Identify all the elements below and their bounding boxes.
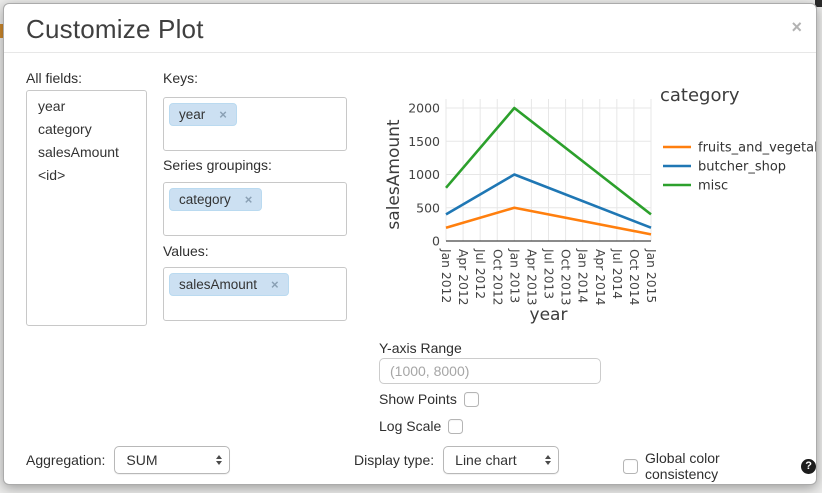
- log-scale-label: Log Scale: [379, 418, 442, 434]
- y-tick-label: 2000: [408, 101, 440, 116]
- tag-remove-icon[interactable]: ×: [219, 107, 227, 122]
- list-item[interactable]: <id>: [38, 167, 66, 183]
- x-tick-label: Jul 2014: [610, 248, 624, 299]
- legend-label-butcher_shop: butcher_shop: [698, 160, 786, 175]
- x-tick-label: Jan 2015: [644, 248, 658, 303]
- legend-title: category: [660, 85, 740, 106]
- field-tag[interactable]: year ×: [169, 103, 237, 126]
- y-tick-label: 1500: [408, 134, 440, 149]
- y-axis-range-input[interactable]: [379, 358, 601, 384]
- tag-remove-icon[interactable]: ×: [244, 192, 253, 207]
- values-label: Values:: [163, 243, 209, 259]
- dialog-title: Customize Plot: [26, 14, 204, 44]
- series-groupings-dropbox[interactable]: category ×: [163, 182, 347, 236]
- show-points-label: Show Points: [379, 391, 457, 407]
- y-tick-label: 0: [432, 234, 440, 249]
- list-item[interactable]: category: [38, 121, 92, 137]
- x-tick-label: Apr 2012: [456, 249, 470, 305]
- tag-remove-icon[interactable]: ×: [271, 277, 279, 292]
- series-groupings-label: Series groupings:: [163, 157, 272, 173]
- all-fields-listbox[interactable]: year category salesAmount <id>: [26, 90, 147, 326]
- show-points-checkbox[interactable]: [463, 391, 479, 407]
- global-color-consistency-checkbox[interactable]: [623, 458, 638, 474]
- series-line-misc: [445, 106, 652, 216]
- help-icon[interactable]: ?: [801, 458, 816, 474]
- aggregation-label: Aggregation:: [26, 452, 106, 468]
- series-line-butcher_shop: [445, 173, 652, 229]
- keys-label: Keys:: [163, 70, 199, 86]
- x-tick-label: Oct 2013: [559, 249, 573, 305]
- field-tag[interactable]: category ×: [169, 188, 263, 211]
- y-tick-label: 1000: [408, 167, 440, 182]
- y-tick-label: 500: [416, 200, 440, 215]
- aggregation-value: SUM: [126, 452, 158, 468]
- x-axis-title: year: [530, 305, 568, 325]
- list-item[interactable]: year: [38, 98, 66, 114]
- x-tick-label: Jan 2014: [576, 248, 590, 303]
- x-tick-label: Apr 2013: [524, 249, 538, 305]
- values-dropbox[interactable]: salesAmount ×: [163, 267, 347, 321]
- show-points-row: Show Points: [379, 391, 479, 407]
- aggregation-select[interactable]: SUM: [114, 446, 231, 474]
- x-tick-label: Jul 2012: [473, 248, 487, 299]
- series-line-fruits_and_vegetables: [445, 206, 652, 236]
- display-type-label: Display type:: [354, 452, 435, 468]
- all-fields-label: All fields:: [26, 70, 83, 86]
- display-type-value: Line chart: [455, 452, 517, 468]
- customize-plot-dialog: Customize Plot × All fields: year categor…: [3, 3, 817, 485]
- x-tick-label: Oct 2014: [627, 249, 641, 306]
- aggregation-group: Aggregation: SUM: [26, 446, 231, 474]
- log-scale-checkbox[interactable]: [448, 418, 464, 434]
- display-type-group: Display type: Line chart: [354, 446, 560, 474]
- x-tick-label: Jan 2013: [507, 248, 521, 303]
- log-scale-row: Log Scale: [379, 418, 464, 434]
- y-axis-title: salesAmount: [384, 119, 404, 229]
- field-tag-label: year: [179, 107, 206, 122]
- x-tick-label: Jul 2013: [542, 248, 556, 299]
- x-tick-label: Oct 2012: [490, 249, 504, 305]
- display-type-select[interactable]: Line chart: [443, 446, 560, 474]
- x-tick-label: Apr 2014: [593, 249, 607, 306]
- dialog-header: Customize Plot ×: [4, 4, 816, 53]
- backdrop-top-right: [815, 0, 822, 7]
- close-icon[interactable]: ×: [791, 17, 802, 37]
- legend-label-misc: misc: [698, 179, 728, 194]
- field-tag-label: salesAmount: [179, 277, 258, 292]
- keys-dropbox[interactable]: year ×: [163, 97, 347, 151]
- backdrop-left-accent: [0, 24, 4, 38]
- select-arrows-icon: [216, 455, 223, 465]
- chart: 0 500 1000 1500 2000 Jan 2012 Apr 2012 Jul 2012…: [384, 79, 817, 343]
- global-color-consistency-label: Global color consistency: [645, 450, 720, 482]
- select-arrows-icon: [545, 455, 552, 465]
- legend-label-fruits_and_vegetables: fruits_and_vegetables: [698, 141, 817, 156]
- field-tag[interactable]: salesAmount ×: [169, 273, 289, 296]
- global-color-group: Global color consistency ?: [623, 450, 816, 482]
- y-axis-range-label: Y-axis Range: [379, 340, 462, 356]
- list-item[interactable]: salesAmount: [38, 144, 119, 160]
- x-tick-label: Jan 2012: [439, 248, 453, 303]
- field-tag-label: category: [179, 192, 231, 207]
- line-chart-svg: 0 500 1000 1500 2000 Jan 2012 Apr 2012 Jul 2012…: [384, 85, 817, 325]
